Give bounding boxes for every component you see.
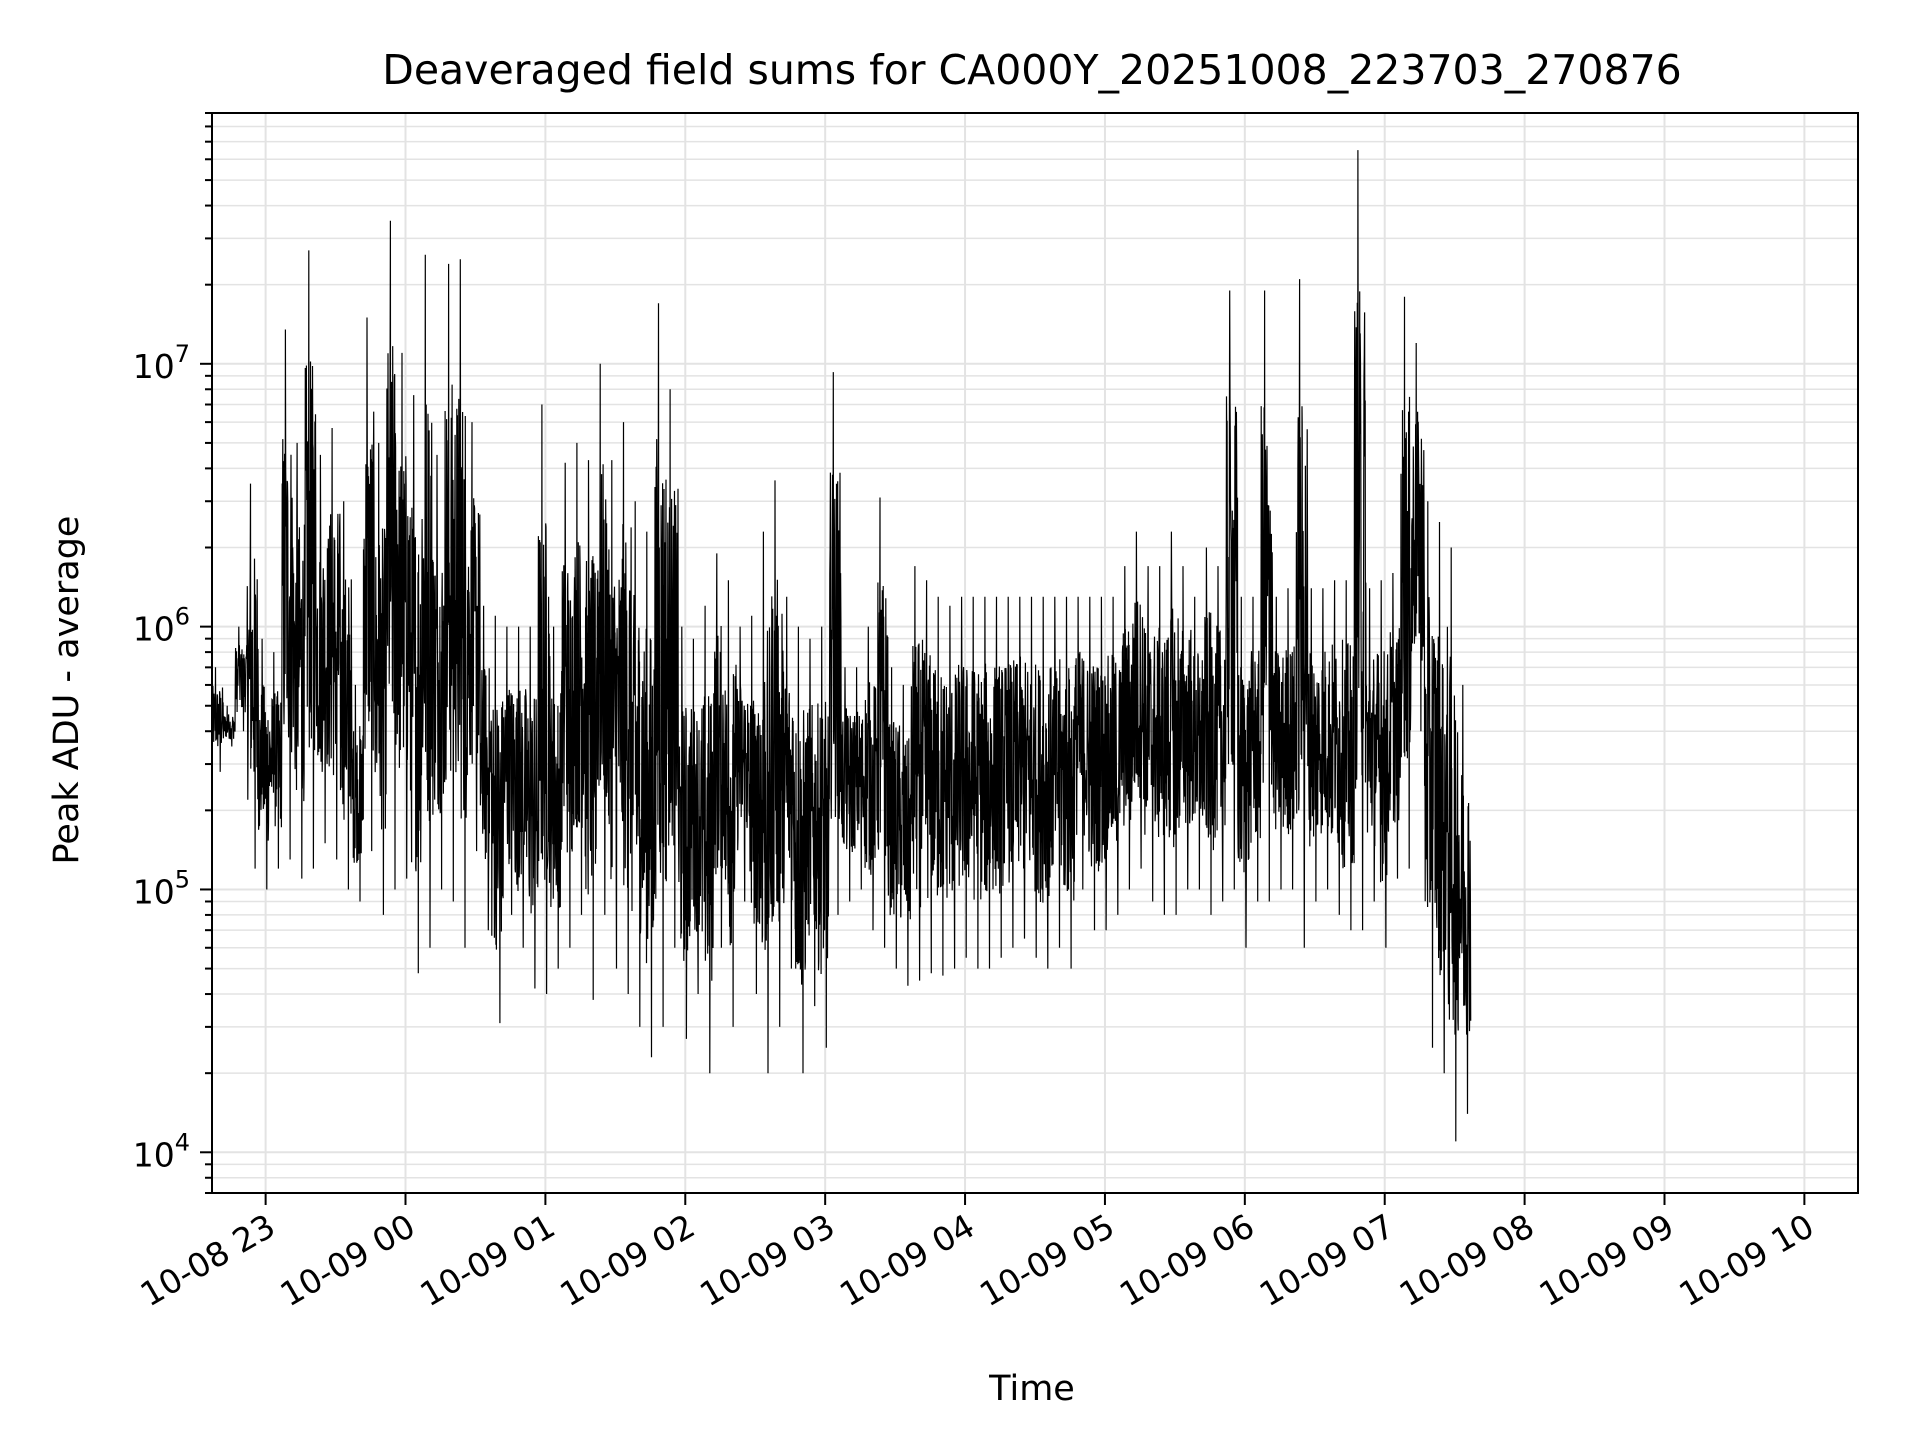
y-tick-label: 107 <box>133 340 190 386</box>
data-trace <box>211 150 1472 1142</box>
y-axis-label: Peak ADU - average <box>47 516 87 865</box>
y-tick-label: 104 <box>133 1128 190 1174</box>
chart-title: Deaveraged field sums for CA000Y_2025100… <box>382 46 1681 94</box>
x-axis-label: Time <box>988 1369 1075 1409</box>
y-tick-label: 105 <box>133 865 190 911</box>
grid <box>212 112 1858 1194</box>
series-line <box>211 150 1472 1142</box>
ticks <box>200 112 1806 1205</box>
y-tick-label: 106 <box>133 603 190 649</box>
y-tick-labels: 104 105 106 107 <box>133 340 190 1174</box>
